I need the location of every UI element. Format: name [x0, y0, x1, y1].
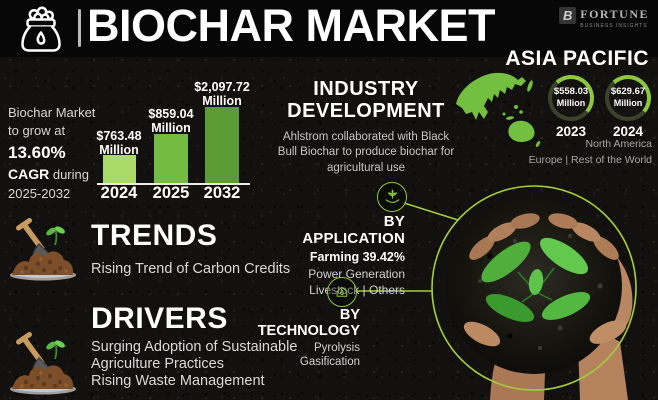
- header-separator: [78, 9, 81, 47]
- growth-note: Biochar Market to grow at 13.60% CAGR du…: [8, 104, 104, 203]
- cagr-label: CAGR: [8, 166, 50, 183]
- by-technology-item: Gasification: [299, 356, 360, 368]
- trends-body: Rising Trend of Carbon Credits: [91, 261, 291, 277]
- by-application-item: Power Generation: [308, 266, 405, 281]
- stat-2024-value: $629.67: [610, 86, 646, 98]
- year-label-2032: 2032: [203, 184, 241, 202]
- stat-2024-unit: Million: [613, 98, 643, 109]
- header-band: [0, 0, 658, 57]
- growth-line1: Biochar Market: [8, 105, 96, 120]
- other-regions: North America Europe | Rest of the World: [529, 136, 652, 169]
- brand-name: FORTUNE: [580, 7, 649, 21]
- by-application-highlight: Farming 39.42%: [309, 250, 405, 264]
- other-regions-line2: Europe | Rest of the World: [528, 154, 652, 167]
- chart-baseline: [97, 183, 250, 185]
- year-label-2025: 2025: [152, 184, 190, 202]
- trends-title: TRENDS: [91, 219, 218, 252]
- industry-development-section: INDUSTRY DEVELOPMENT Ahlstrom collaborat…: [272, 78, 460, 176]
- cagr-period: 2025-2032: [8, 185, 71, 201]
- by-technology-item: Pyrolysis: [313, 341, 360, 354]
- brand-tagline: BUSINESS INSIGHTS: [580, 23, 648, 29]
- hands-holding-soil-photo: [430, 186, 658, 400]
- drivers-item: Surging Adoption of Sustainable Agricult…: [91, 339, 298, 373]
- industry-development-title: INDUSTRY DEVELOPMENT: [287, 78, 445, 123]
- cagr-during: during: [49, 167, 89, 183]
- asia-pacific-map: [450, 64, 542, 155]
- stat-ring-2023: $558.03 Million: [548, 75, 594, 121]
- stat-2023-unit: Million: [556, 98, 586, 109]
- shovel-soil-icon: [8, 332, 78, 400]
- biochar-bag-icon: [12, 6, 70, 59]
- by-technology-section: BY TECHNOLOGY Pyrolysis Gasification: [240, 307, 360, 368]
- brand-logo-icon: B: [559, 7, 577, 24]
- shovel-soil-icon: [8, 218, 78, 287]
- cagr-value: 13.60%: [8, 142, 66, 162]
- drivers-item: Rising Waste Management: [91, 373, 265, 389]
- bar-2025: [154, 134, 188, 183]
- stat-ring-2024: $629.67 Million: [605, 75, 651, 121]
- page-title: BIOCHAR MARKET: [87, 0, 495, 51]
- stat-2023-value: $558.03: [553, 86, 589, 98]
- by-application-title: BY APPLICATION: [302, 213, 405, 247]
- growth-line2: to grow at: [8, 123, 66, 139]
- by-application-section: BY APPLICATION Farming 39.42% Power Gene…: [280, 213, 405, 297]
- bar-2024: [103, 155, 136, 183]
- industry-development-body: Ahlstrom collaborated with Black Bull Bi…: [277, 130, 455, 174]
- bar-2032: [205, 107, 239, 183]
- asia-pacific-title: ASIA PACIFIC: [505, 47, 649, 70]
- stat-year-2024: 2024: [612, 124, 644, 139]
- other-regions-line1: North America: [585, 138, 652, 150]
- bar-label-2032: $2,097.72 Million: [194, 80, 250, 108]
- by-technology-title: BY TECHNOLOGY: [257, 307, 360, 339]
- bar-label-2025: $859.04 Million: [148, 107, 194, 135]
- house-flame-icon: [327, 277, 357, 307]
- brand-logo: B FORTUNE BUSINESS INSIGHTS: [559, 7, 649, 29]
- hand-holding-plant-icon: [377, 182, 407, 212]
- stat-year-2023: 2023: [555, 124, 587, 139]
- drivers-title: DRIVERS: [91, 302, 228, 335]
